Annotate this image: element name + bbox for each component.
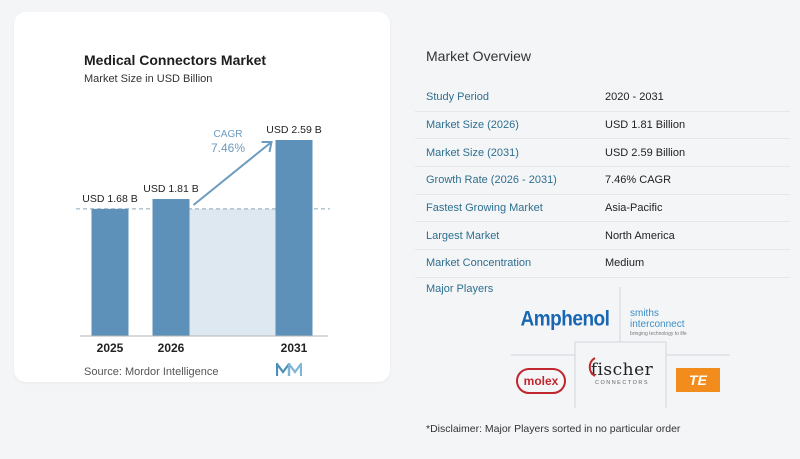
overview-table: Study Period 2020 - 2031 Market Size (2026…	[415, 84, 790, 278]
overview-value: USD 2.59 Billion	[594, 138, 790, 168]
bar-value-label: USD 2.59 B	[266, 124, 321, 136]
bar-2031	[275, 140, 313, 336]
overview-value: Medium	[594, 249, 790, 278]
overview-row: Fastest Growing Market Asia-Pacific	[415, 194, 790, 223]
overview-row: Market Size (2031) USD 2.59 Billion	[415, 138, 790, 168]
x-tick-label: 2031	[281, 341, 308, 355]
cagr-arrowhead	[261, 141, 273, 153]
overview-row: Market Concentration Medium	[415, 249, 790, 278]
overview-key: Fastest Growing Market	[415, 194, 594, 223]
overview-key: Market Size (2031)	[415, 138, 594, 168]
disclaimer: *Disclaimer: Major Players sorted in no …	[426, 423, 681, 435]
overview-value: USD 1.81 Billion	[594, 111, 790, 140]
overview-key: Market Concentration	[415, 249, 594, 278]
fischer-swoosh-icon	[588, 357, 596, 377]
overview-row: Study Period 2020 - 2031	[415, 84, 790, 112]
amphenol-logo: Amphenol	[520, 307, 610, 331]
fischer-logo: fischer CONNECTORS	[590, 360, 654, 386]
cagr-label: CAGR	[214, 129, 243, 140]
x-tick-label: 2026	[158, 341, 185, 355]
bar-2025	[91, 208, 129, 336]
mordor-logo-icon	[276, 363, 302, 376]
chart-title: Medical Connectors Market	[84, 52, 267, 68]
cagr-arrow	[192, 141, 273, 206]
overview-row: Growth Rate (2026 - 2031) 7.46% CAGR	[415, 166, 790, 195]
overview-row: Market Size (2026) USD 1.81 Billion	[415, 111, 790, 140]
overview-row: Largest Market North America	[415, 221, 790, 251]
players-title: Major Players	[426, 283, 494, 295]
overview-value: 2020 - 2031	[594, 84, 790, 112]
overview-key: Study Period	[415, 84, 594, 112]
cagr-value: 7.46%	[211, 141, 245, 155]
x-tick-label: 2025	[97, 341, 124, 355]
te-connectivity-logo: TE	[676, 368, 720, 392]
overview-key: Growth Rate (2026 - 2031)	[415, 166, 594, 195]
overview-key: Largest Market	[415, 221, 594, 251]
overview-key: Market Size (2026)	[415, 111, 594, 140]
bar-2026	[152, 199, 190, 336]
overview-title: Market Overview	[426, 48, 532, 64]
overview-value: Asia-Pacific	[594, 194, 790, 223]
chart-subtitle: Market Size in USD Billion	[84, 73, 213, 85]
smiths-interconnect-logo: smiths interconnect bringing technology …	[630, 307, 687, 337]
bar-value-label: USD 1.81 B	[143, 183, 198, 195]
molex-logo: molex	[514, 368, 568, 394]
bar-value-label: USD 1.68 B	[82, 193, 137, 205]
source-note: Source: Mordor Intelligence	[84, 366, 219, 378]
overview-value: North America	[594, 221, 790, 251]
overview-value: 7.46% CAGR	[594, 166, 790, 195]
bar-chart: USD 1.68 B 2025 USD 1.81 B 2026 USD 2.59 B 20…	[76, 124, 330, 355]
projection-band	[189, 208, 276, 336]
